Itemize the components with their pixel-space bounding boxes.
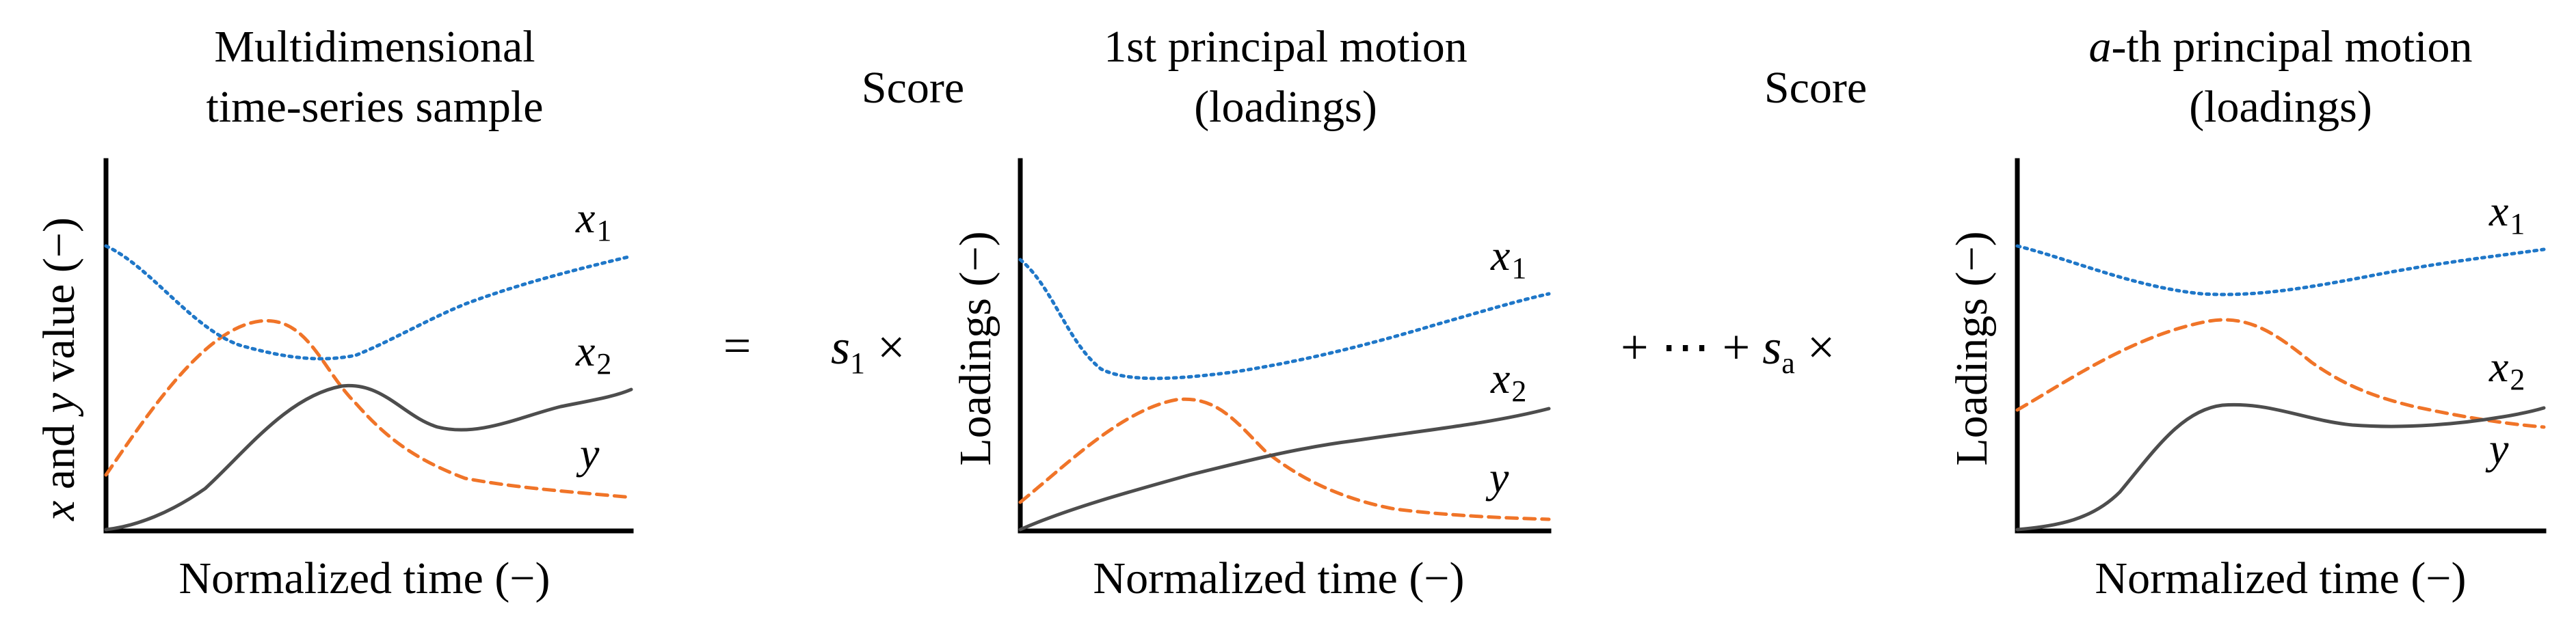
equals-sign: = — [723, 318, 752, 373]
panel-sample-curve-x2 — [104, 383, 633, 532]
panel-sample-label-x1: x1 — [575, 193, 611, 247]
ylabel-x-part: x — [34, 501, 84, 521]
ylabel-rest-part: value (−) — [34, 217, 84, 393]
panel-sample-axes — [103, 158, 634, 534]
panel-pca-curve-x2 — [2015, 402, 2546, 532]
panel-sample: Multidimensional time-series sample x an… — [34, 22, 634, 603]
panel-pca-label-x1: x1 — [2488, 187, 2525, 241]
panel-pca-ylabel: Loadings (−) — [1947, 231, 1997, 465]
panel-pc1-axes — [1018, 158, 1552, 534]
panel-sample-ylabel: x and y value (−) — [34, 217, 84, 521]
ylabel-and-part: and — [34, 413, 84, 500]
panel-pca-title-line1: a-th principal motion — [2089, 22, 2473, 72]
times-sign-1: × — [865, 320, 905, 374]
panel-pc1-label-x2: x2 — [1490, 354, 1526, 408]
panel-sample-label-y: y — [576, 429, 600, 478]
s1-symbol: s — [831, 320, 850, 374]
panel-pca-label-y: y — [2485, 424, 2509, 473]
sa-subscript: a — [1781, 346, 1795, 380]
panel-pca-axes — [2015, 158, 2547, 534]
score-label-2: Score — [1764, 63, 1867, 113]
sa-symbol: s — [1762, 320, 1781, 374]
panel-pc1-ylabel: Loadings (−) — [951, 231, 1000, 465]
panel-pca-label-x2: x2 — [2488, 342, 2525, 396]
title-a-italic: a — [2089, 22, 2112, 72]
panel-pca-curve-x1 — [2015, 244, 2546, 297]
score-label-1: Score — [862, 63, 964, 113]
panel-sample-curve-x1 — [104, 244, 633, 361]
panel-pc1-curve-x2 — [1018, 407, 1551, 532]
panel-pc1-label-y: y — [1485, 453, 1509, 502]
s1-subscript: 1 — [850, 346, 865, 380]
panel-pc1-label-x1: x1 — [1490, 231, 1526, 285]
panel-pca-xlabel: Normalized time (−) — [2095, 553, 2466, 603]
panel-pc1-title-line1: 1st principal motion — [1104, 22, 1468, 72]
panel-pc1-curve-y — [1018, 397, 1551, 521]
title-th-rest: -th principal motion — [2112, 22, 2473, 72]
panel-sample-title-line1: Multidimensional — [214, 22, 535, 72]
panel-sample-curve-y — [104, 319, 633, 499]
panel-sample-label-x2: x2 — [575, 327, 611, 381]
panel-pca: a-th principal motion (loadings) Loading… — [1947, 22, 2547, 603]
score-s1-term: s1 × — [831, 320, 905, 380]
ylabel-y-part: y — [34, 392, 84, 417]
panel-pc1-title-line2: (loadings) — [1194, 82, 1377, 132]
panel-sample-title-line2: time-series sample — [206, 82, 543, 132]
plus-ellipsis-plus: + ⋯ + — [1621, 320, 1762, 374]
panel-pc1-xlabel: Normalized time (−) — [1093, 553, 1464, 603]
times-sign-2: × — [1795, 320, 1835, 374]
panel-pc1: 1st principal motion (loadings) Loadings… — [951, 22, 1552, 603]
panel-pca-curve-y — [2015, 318, 2546, 429]
plus-ellipsis-term: + ⋯ + sa × — [1621, 320, 1835, 380]
panel-pca-title-line2: (loadings) — [2189, 82, 2372, 132]
panel-sample-xlabel: Normalized time (−) — [178, 553, 550, 603]
panel-pc1-curve-x1 — [1018, 258, 1551, 381]
